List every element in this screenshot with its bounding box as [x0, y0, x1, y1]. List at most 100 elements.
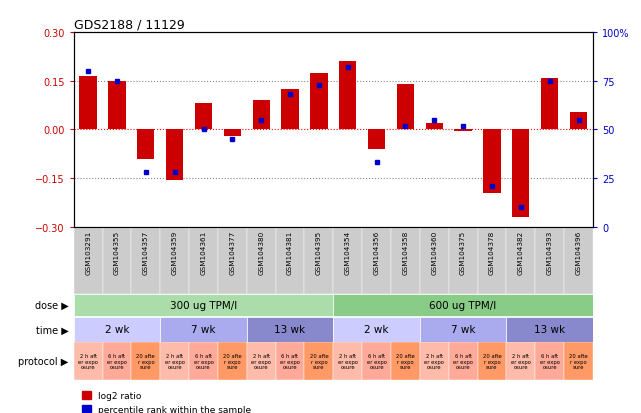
Bar: [512, 130, 529, 217]
Text: time ▶: time ▶: [36, 325, 69, 335]
Bar: [108, 82, 126, 130]
Text: GSM104359: GSM104359: [172, 230, 178, 275]
Text: 20 afte
r expo
sure: 20 afte r expo sure: [483, 353, 501, 370]
Text: 2 h aft
er expo
osure: 2 h aft er expo osure: [511, 353, 531, 370]
Bar: [541, 78, 558, 130]
Bar: [420, 342, 449, 380]
Bar: [160, 227, 189, 294]
Text: 2 wk: 2 wk: [364, 325, 389, 335]
Text: GSM104377: GSM104377: [229, 230, 235, 275]
Bar: [79, 77, 97, 130]
Legend: log2 ratio, percentile rank within the sample: log2 ratio, percentile rank within the s…: [78, 387, 255, 413]
Bar: [131, 227, 160, 294]
Bar: [247, 342, 276, 380]
Bar: [449, 227, 478, 294]
Bar: [506, 318, 593, 342]
Bar: [564, 342, 593, 380]
Bar: [454, 130, 472, 132]
Text: GSM103291: GSM103291: [85, 230, 91, 275]
Bar: [160, 342, 189, 380]
Text: 6 h aft
er expo
osure: 6 h aft er expo osure: [194, 353, 213, 370]
Bar: [74, 227, 103, 294]
Bar: [253, 101, 270, 130]
Bar: [304, 227, 333, 294]
Bar: [224, 130, 241, 137]
Bar: [420, 227, 449, 294]
Text: 6 h aft
er expo
osure: 6 h aft er expo osure: [540, 353, 560, 370]
Text: GSM104375: GSM104375: [460, 230, 466, 275]
Text: 6 h aft
er expo
osure: 6 h aft er expo osure: [367, 353, 387, 370]
Bar: [339, 62, 356, 130]
Text: 2 h aft
er expo
osure: 2 h aft er expo osure: [424, 353, 444, 370]
Bar: [368, 130, 385, 150]
Bar: [570, 112, 587, 130]
Text: GSM104361: GSM104361: [201, 230, 206, 275]
Text: GSM104360: GSM104360: [431, 230, 437, 275]
Bar: [131, 342, 160, 380]
Bar: [137, 130, 154, 159]
Bar: [333, 294, 593, 316]
Text: GSM104356: GSM104356: [374, 230, 379, 275]
Text: 20 afte
r expo
sure: 20 afte r expo sure: [310, 353, 328, 370]
Bar: [74, 294, 333, 316]
Bar: [103, 342, 131, 380]
Text: 13 wk: 13 wk: [534, 325, 565, 335]
Bar: [276, 227, 304, 294]
Text: 6 h aft
er expo
osure: 6 h aft er expo osure: [453, 353, 473, 370]
Text: 300 ug TPM/l: 300 ug TPM/l: [170, 300, 237, 310]
Text: GDS2188 / 11129: GDS2188 / 11129: [74, 19, 185, 32]
Bar: [333, 318, 420, 342]
Text: GSM104396: GSM104396: [576, 230, 581, 275]
Bar: [74, 318, 160, 342]
Bar: [247, 227, 276, 294]
Text: GSM104358: GSM104358: [403, 230, 408, 275]
Bar: [103, 227, 131, 294]
Text: GSM104395: GSM104395: [316, 230, 322, 275]
Bar: [333, 342, 362, 380]
Text: 20 afte
r expo
sure: 20 afte r expo sure: [223, 353, 242, 370]
Text: 20 afte
r expo
sure: 20 afte r expo sure: [569, 353, 588, 370]
Text: 7 wk: 7 wk: [191, 325, 216, 335]
Text: protocol ▶: protocol ▶: [19, 356, 69, 366]
Bar: [189, 342, 218, 380]
Bar: [218, 342, 247, 380]
Text: GSM104354: GSM104354: [345, 230, 351, 275]
Text: 2 h aft
er expo
osure: 2 h aft er expo osure: [165, 353, 185, 370]
Text: GSM104357: GSM104357: [143, 230, 149, 275]
Bar: [333, 227, 362, 294]
Bar: [247, 318, 333, 342]
Text: 600 ug TPM/l: 600 ug TPM/l: [429, 300, 497, 310]
Bar: [218, 227, 247, 294]
Bar: [304, 342, 333, 380]
Bar: [478, 227, 506, 294]
Bar: [166, 130, 183, 180]
Bar: [189, 227, 218, 294]
Bar: [391, 342, 420, 380]
Text: GSM104382: GSM104382: [518, 230, 524, 275]
Bar: [276, 342, 304, 380]
Text: 2 wk: 2 wk: [104, 325, 129, 335]
Bar: [420, 318, 506, 342]
Text: 6 h aft
er expo
osure: 6 h aft er expo osure: [280, 353, 300, 370]
Text: GSM104393: GSM104393: [547, 230, 553, 275]
Bar: [449, 342, 478, 380]
Text: 20 afte
r expo
sure: 20 afte r expo sure: [396, 353, 415, 370]
Bar: [310, 74, 328, 130]
Bar: [506, 227, 535, 294]
Bar: [564, 227, 593, 294]
Text: 2 h aft
er expo
osure: 2 h aft er expo osure: [338, 353, 358, 370]
Text: 6 h aft
er expo
osure: 6 h aft er expo osure: [107, 353, 127, 370]
Text: 7 wk: 7 wk: [451, 325, 476, 335]
Text: 20 afte
r expo
sure: 20 afte r expo sure: [137, 353, 155, 370]
Bar: [74, 342, 103, 380]
Bar: [391, 227, 420, 294]
Bar: [397, 85, 414, 130]
Bar: [362, 342, 391, 380]
Bar: [478, 342, 506, 380]
Text: dose ▶: dose ▶: [35, 300, 69, 310]
Text: GSM104355: GSM104355: [114, 230, 120, 275]
Text: GSM104380: GSM104380: [258, 230, 264, 275]
Bar: [535, 342, 564, 380]
Text: 13 wk: 13 wk: [274, 325, 306, 335]
Bar: [195, 104, 212, 130]
